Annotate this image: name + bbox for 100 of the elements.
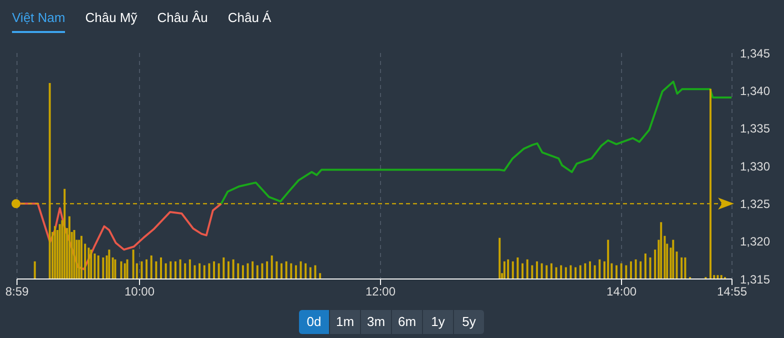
bar [589,261,591,279]
bar [649,257,652,279]
bar [270,255,273,279]
bar [124,263,126,279]
text: Châu Âu [157,10,208,27]
bar [550,263,552,279]
bar [120,261,122,279]
bar [90,250,92,279]
bar [78,240,80,279]
bar [290,263,292,279]
bar [512,261,514,279]
y-tick-label: 1,335 [740,122,770,136]
bar [640,261,642,279]
bar [184,263,186,279]
bar [294,265,297,279]
bar [560,265,562,279]
bar [300,261,302,279]
bar [680,257,683,279]
bar [536,261,538,279]
text: 3m [361,310,391,334]
text: 0d [299,310,329,334]
bar [112,257,114,279]
bar [598,259,601,279]
y-tick-label: 1,345 [740,46,770,60]
bar [574,267,577,279]
bar [174,261,176,279]
bar [160,257,162,279]
bar [94,254,96,279]
bar [531,265,534,279]
bar [716,275,719,279]
bar [80,236,82,279]
bar [150,255,152,279]
bar [237,263,240,279]
bar [179,259,182,279]
bar [625,265,628,279]
bar [102,257,104,279]
bar [522,263,524,279]
bar [266,261,268,279]
bar [498,238,501,279]
bar [620,263,622,279]
bar [208,263,210,279]
x-tick-label: 12:00 [366,284,396,299]
bar [304,263,307,279]
bar [630,261,632,279]
x-tick-label: 14:00 [606,284,637,299]
y-tick-label: 1,340 [740,84,770,98]
text: 1m [330,310,360,334]
y-tick-label: 1,315 [740,272,770,286]
bar [720,275,722,279]
bar [261,263,264,279]
bar [555,267,558,279]
bar [58,224,61,279]
bar [564,267,567,279]
bar [73,230,76,279]
text: Châu Mỹ [85,10,138,27]
bar [256,265,258,279]
bar [507,259,510,279]
bar [218,263,220,279]
bar [684,257,686,279]
bar [194,265,196,279]
bar [276,261,278,279]
bar [285,261,288,279]
bar [213,261,216,279]
bar [242,265,244,279]
bar [198,263,201,279]
bar [114,259,116,279]
line-series [220,80,732,205]
bar [672,240,674,279]
bar [132,250,134,279]
bar [516,257,519,279]
x-tick-label: 8:59 [5,284,29,299]
bar [252,261,254,279]
bar [97,255,100,279]
bar [227,261,230,279]
bar [222,257,225,279]
bar [232,259,234,279]
bar [54,226,56,279]
bar [644,254,646,279]
bar [108,250,110,279]
bar [579,265,582,279]
bar [634,259,637,279]
bar [526,259,528,279]
bar [280,263,283,279]
bar [155,261,158,279]
bar [676,252,678,279]
bar [616,265,618,279]
text: Việt Nam [12,10,66,33]
bar [146,259,148,279]
bar [503,261,506,279]
bar [319,273,322,279]
y-tick-label: 1,320 [740,234,770,249]
text: 5y [454,310,484,334]
bar [314,265,316,279]
bar [309,267,312,279]
bar [584,263,586,279]
text: Châu Á [228,10,272,27]
bar [88,248,90,279]
bar [164,263,167,279]
y-tick-label: 1,330 [740,159,770,174]
bar [607,240,610,279]
